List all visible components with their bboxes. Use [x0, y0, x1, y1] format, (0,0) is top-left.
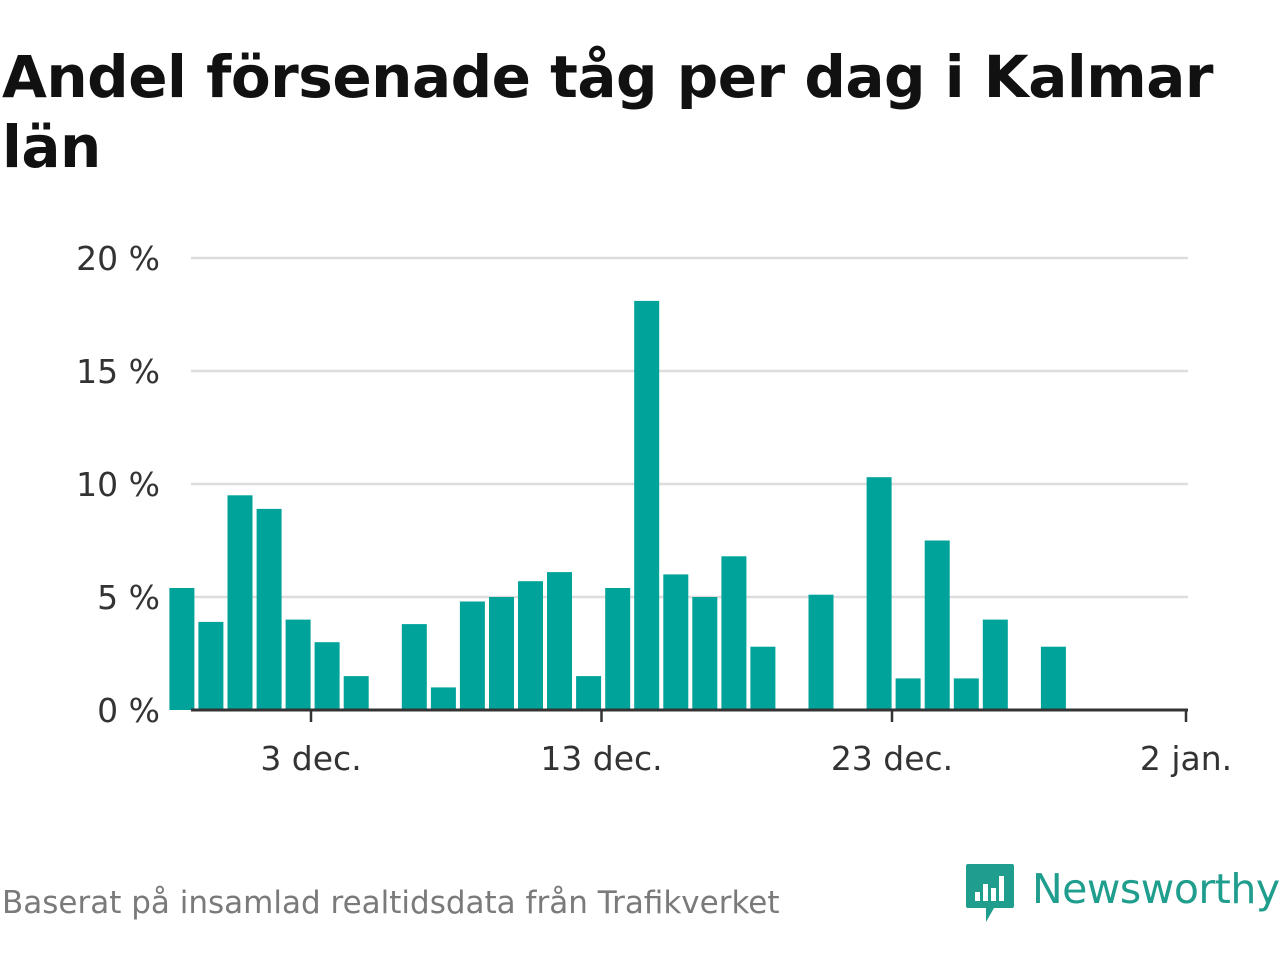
- y-tick-label: 15 %: [76, 352, 160, 391]
- bar: [692, 597, 718, 710]
- x-tick-label: 13 dec.: [540, 739, 662, 778]
- y-tick-label: 10 %: [76, 465, 160, 504]
- x-tick-label: 2 jan.: [1140, 739, 1232, 778]
- bar: [663, 574, 689, 710]
- bar: [285, 619, 311, 710]
- bar: [576, 676, 602, 710]
- bar: [808, 594, 834, 710]
- bar: [953, 678, 979, 710]
- bar: [982, 619, 1008, 710]
- bar: [1040, 646, 1066, 710]
- source-note: Baserat på insamlad realtidsdata från Tr…: [2, 885, 780, 921]
- y-tick-label: 20 %: [76, 239, 160, 278]
- bar: [750, 646, 776, 710]
- bar: [198, 621, 224, 710]
- bar: [343, 676, 369, 710]
- brand-name: Newsworthy: [1032, 865, 1280, 913]
- bar: [459, 601, 485, 710]
- bar: [314, 642, 340, 710]
- bar: [605, 588, 631, 710]
- y-axis-ticks: 0 % 5 % 10 % 15 % 20 %: [76, 239, 160, 730]
- chart-title: Andel försenade tåg per dag i Kalmar län: [2, 43, 1213, 181]
- bar: [721, 556, 747, 710]
- bar: [866, 477, 892, 710]
- y-tick-label: 5 %: [97, 578, 160, 617]
- bar: [895, 678, 921, 710]
- bar: [518, 581, 543, 710]
- x-axis: 3 dec. 13 dec. 23 dec. 2 jan.: [191, 708, 1232, 778]
- grid-lines: [191, 256, 1188, 599]
- bar: [401, 624, 427, 710]
- bar: [547, 572, 572, 710]
- bar: [256, 508, 282, 710]
- bar: [169, 588, 195, 710]
- x-tick-label: 3 dec.: [260, 739, 361, 778]
- bar: [227, 495, 253, 710]
- brand: Newsworthy: [964, 862, 1280, 928]
- bar: [924, 540, 950, 710]
- bar: [489, 597, 514, 710]
- x-tick-label: 23 dec.: [831, 739, 953, 778]
- bar: [634, 300, 660, 710]
- bar: [430, 687, 456, 710]
- bar-chart: 0 % 5 % 10 % 15 % 20 % 3 dec. 13 dec. 23 dec. 2…: [76, 239, 1232, 778]
- newsworthy-logo-icon: [966, 864, 1014, 922]
- y-tick-label: 0 %: [97, 691, 160, 730]
- bars: [169, 300, 1066, 710]
